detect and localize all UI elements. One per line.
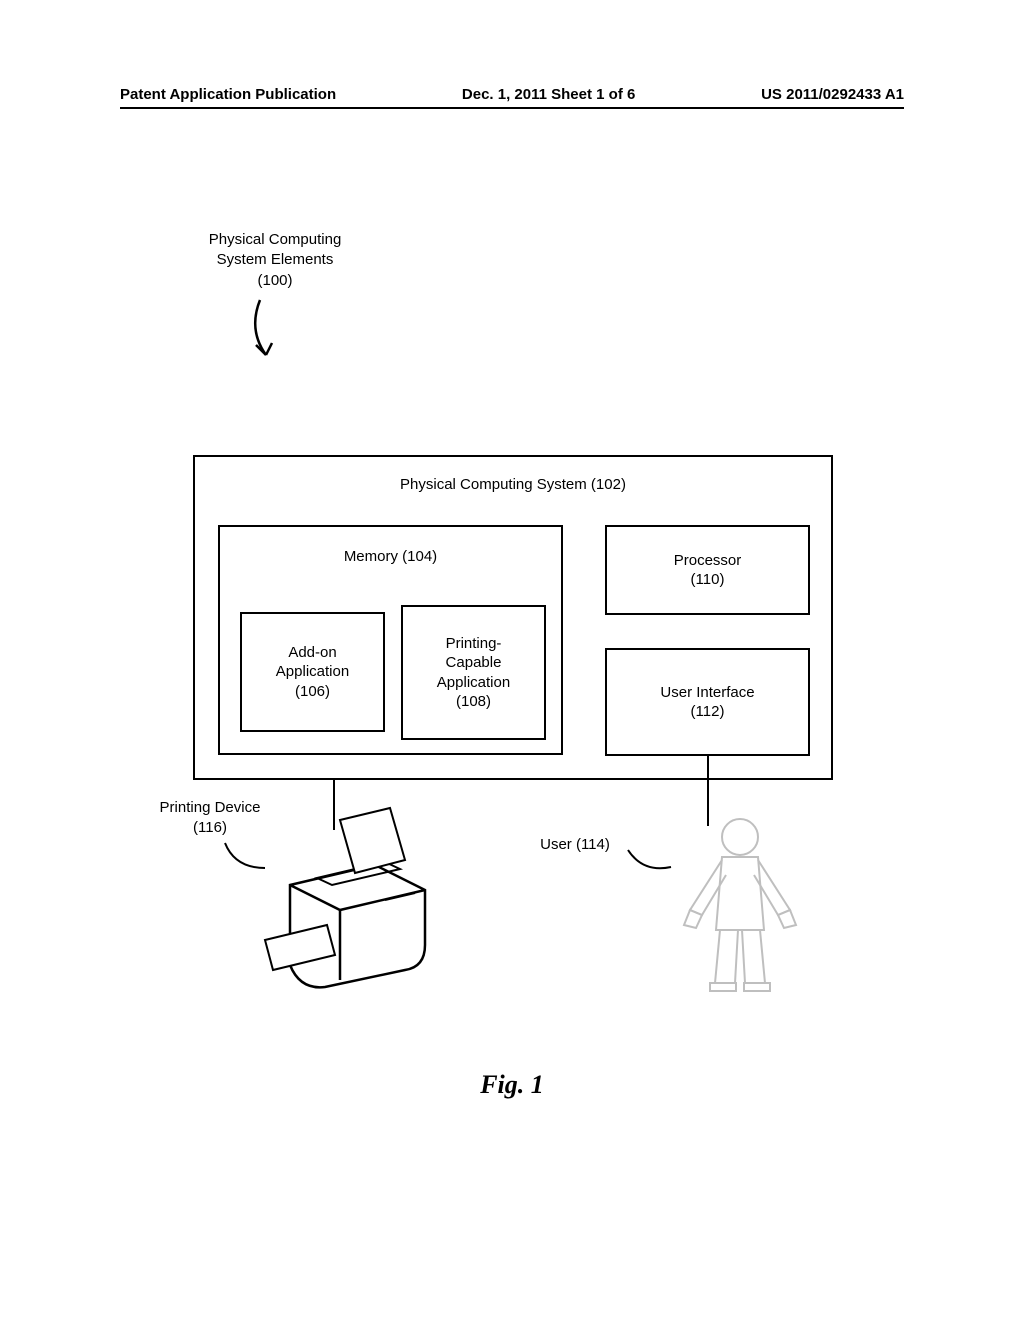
page-header: Patent Application Publication Dec. 1, 2… [0,86,1024,109]
addon-line2: Application [276,662,349,682]
addon-box: Add-on Application (106) [240,612,385,732]
processor-line2: (110) [691,570,725,590]
header-row: Patent Application Publication Dec. 1, 2… [120,86,904,103]
header-left: Patent Application Publication [120,86,336,103]
user-label: User (114) [510,835,640,855]
title-block: Physical Computing System Elements (100) [185,230,365,291]
user-icon [660,815,810,995]
ui-line2: (112) [691,702,725,722]
page: Patent Application Publication Dec. 1, 2… [0,0,1024,1320]
figure-caption: Fig. 1 [0,1070,1024,1100]
system-label: Physical Computing System (102) [400,475,626,495]
processor-box: Processor (110) [605,525,810,615]
printer-icon [255,805,455,995]
printable-line4: (108) [456,692,491,712]
printable-line2: Capable [446,653,502,673]
header-rule [120,107,904,109]
printable-line1: Printing- [446,634,502,654]
title-line1: Physical Computing [185,230,365,250]
fig-text: Fig. 1 [480,1070,544,1099]
addon-line3: (106) [295,682,330,702]
printable-box: Printing- Capable Application (108) [401,605,546,740]
header-center: Dec. 1, 2011 Sheet 1 of 6 [462,86,635,103]
title-line2: System Elements [185,250,365,270]
processor-line1: Processor [674,551,742,571]
ui-line1: User Interface [660,683,754,703]
pointer-arrow-icon [240,295,300,370]
memory-label: Memory (104) [344,547,437,567]
title-line3: (100) [185,271,365,291]
printable-line3: Application [437,673,510,693]
addon-line1: Add-on [288,643,336,663]
user-text: User (114) [540,836,610,853]
ui-box: User Interface (112) [605,648,810,756]
header-right: US 2011/0292433 A1 [761,86,904,103]
